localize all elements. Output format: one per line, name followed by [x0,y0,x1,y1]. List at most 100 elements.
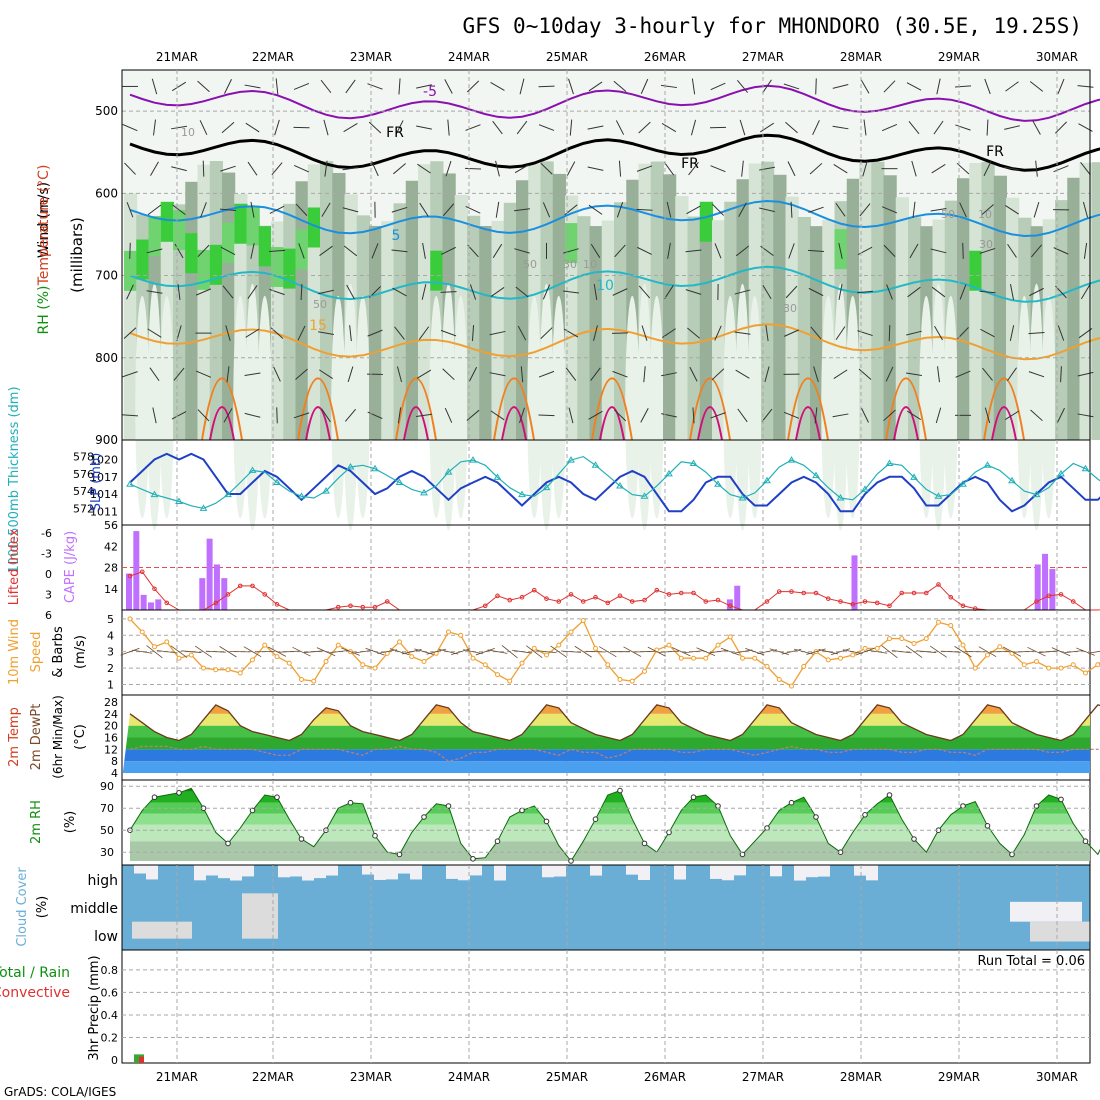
upper-wind-barb [881,206,898,214]
upper-wind-barb [812,120,820,136]
wind-speed-point [446,629,451,635]
isotherm-25-lobe [991,406,1017,441]
rh-point [690,794,697,801]
rh-point [960,803,966,809]
upper-wind-barb [391,249,408,253]
thickness-series-line [129,455,1100,510]
upper-wind-barb [785,285,798,299]
upper-wind-barb [171,166,187,172]
upper-wind-barb [735,369,750,379]
wind-barb [1027,646,1046,657]
rh-shading-cell [1079,162,1093,440]
rh-point [298,836,305,842]
upper-wind-barb [1077,85,1094,88]
upper-wind-barb [981,204,994,216]
wind-speed-point [1058,665,1064,671]
upper-wind-barb [1060,366,1062,383]
lifted-index-point [923,590,929,596]
rh2m-axis-label: 2m RH [29,800,44,844]
upper-wind-barb [959,284,967,300]
upper-wind-barb [883,409,896,422]
upper-wind-barb [173,367,185,381]
upper-wind-barb [298,243,305,259]
thickness-point [1008,476,1016,484]
rh-dry-plume [539,283,554,531]
thickness-point [591,461,600,468]
cloud-high-clear [194,865,206,881]
rh-dry-plume [1041,295,1056,519]
rh-contour-label: 30 [979,238,993,251]
upper-wind-barb [274,119,280,136]
upper-wind-barb [838,242,843,259]
wind-speed-point [764,663,770,669]
cape-tick-label: 42 [104,540,118,553]
date-label-bottom: 29MAR [938,1070,980,1084]
cloud-axis-label: Cloud Cover [15,867,30,947]
upper-wind-barb [738,202,747,218]
lifted-index-point [556,599,562,604]
rh-color-band [130,813,1090,825]
slp-tick-label: 1011 [90,505,118,518]
upper-wind-barb [1032,120,1041,135]
upper-wind-barb [588,81,603,92]
cloud-high-clear [302,865,314,881]
thickness-point [542,483,551,491]
upper-wind-barb [1033,201,1040,218]
rh-shading-cell [283,203,297,440]
rh2m-unit-label: (%) [63,811,78,834]
thickness-tick-label: 578 [73,451,94,464]
rh-shading-cell [479,225,493,440]
dewpoint-line [129,745,1100,762]
upper-wind-barb [663,161,675,176]
wind-speed-point [727,634,733,640]
rh-dry-plume [135,295,150,519]
lifted-index-point [1070,599,1076,604]
rh-moist-cell [185,233,199,274]
lifted-index-point [813,590,819,596]
wind-barb [672,647,691,657]
upper-wind-barb [394,326,405,340]
thickness-point [444,468,453,475]
upper-wind-barb [295,203,308,216]
upper-wind-barb [492,243,503,258]
rh-contour-label: 50 [523,258,537,271]
upper-wind-barb [666,201,672,218]
temp-tick-label: 24 [104,708,118,721]
wind-barb [487,649,508,654]
wind-barb [170,645,188,658]
wind-barb [806,648,826,655]
wind-speed-point [678,655,684,661]
lifted-index-point [519,594,525,600]
wind-speed-point [360,662,366,668]
upper-wind-barb [293,82,310,90]
isotherm-20-lobe [493,377,535,441]
isotherm-label: FR [386,125,404,141]
wind-barb [623,646,642,657]
temp-axis-label-1: 2m Temp [7,707,22,767]
upper-wind-barb [419,202,429,217]
upper-wind-barb [667,242,671,259]
lifted-index-point [274,602,280,607]
rh-shading-cell [773,174,787,440]
lifted-index-point [348,603,353,609]
upper-wind-barb [323,119,329,136]
upper-wind-barb [225,325,231,341]
rh-dry-plume [747,295,762,519]
cape-bar [140,594,147,610]
wind-speed-point [862,645,868,651]
wind-speed-point [323,659,329,665]
precip-axis-label: 3hr Precip (mm) [87,955,102,1060]
wind-barb [132,649,153,654]
upper-wind-barb [276,407,278,424]
thickness-point [567,456,575,463]
rh-dry-plume [429,295,444,519]
upper-wind-barb [815,78,817,95]
rh-shading-cell [785,196,799,440]
wind-speed-point [127,616,133,622]
upper-wind-barb [444,79,453,94]
wind-barb [219,646,237,658]
rh-dry-plume [147,283,162,531]
upper-wind-barb [933,120,944,135]
wind-speed-point [201,665,206,671]
upper-wind-barb [342,167,359,171]
